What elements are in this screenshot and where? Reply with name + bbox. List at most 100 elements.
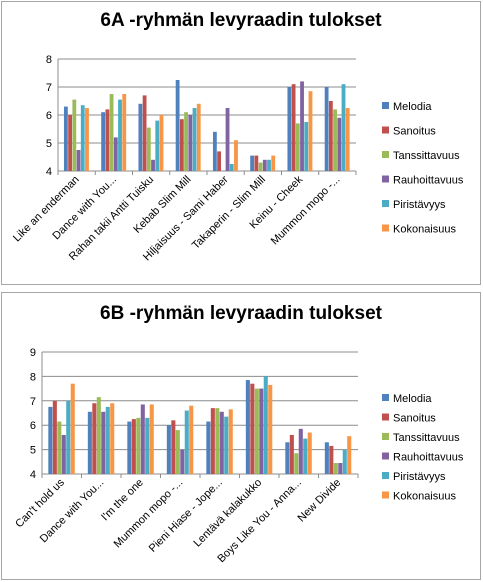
bar — [68, 115, 73, 171]
bar — [110, 403, 115, 474]
bar — [303, 438, 308, 474]
bar — [259, 388, 264, 474]
bar — [189, 405, 194, 474]
bar — [105, 406, 110, 474]
bar — [250, 383, 255, 474]
legend-label: Rauhoittavuus — [393, 452, 464, 464]
bar — [101, 112, 106, 171]
bar — [338, 463, 343, 474]
bar — [113, 137, 118, 171]
bar — [184, 410, 189, 474]
y-tick-label: 8 — [30, 371, 36, 383]
y-tick-label: 9 — [30, 347, 36, 359]
y-tick-label: 6 — [46, 110, 52, 122]
bar — [287, 87, 292, 171]
legend-label: Tanssittavuus — [393, 432, 460, 444]
legend-swatch — [382, 200, 389, 207]
chart-panel-6a: 6A -ryhmän levyraadin tulokset 4 5 6 7 8 Like… — [1, 1, 481, 285]
x-tick-label: New Divide — [296, 477, 344, 525]
bar — [80, 105, 85, 171]
legend-swatch — [382, 394, 389, 401]
bar — [219, 411, 224, 474]
bar — [179, 119, 184, 171]
legend-swatch — [382, 224, 389, 232]
bar — [63, 106, 68, 171]
bar — [329, 445, 334, 474]
x-tick-label: Dance with You... — [50, 174, 119, 243]
legend-label: Sanoitus — [393, 126, 436, 138]
legend-label: Kokonaisuus — [393, 491, 456, 503]
bar — [76, 150, 81, 171]
bar — [217, 151, 222, 171]
bar — [196, 103, 201, 171]
x-tick-label: Mummon mopo -... — [112, 477, 186, 551]
bar — [262, 159, 267, 171]
legend-swatch — [382, 452, 389, 460]
bar — [308, 91, 313, 171]
bar — [307, 432, 312, 474]
bar — [328, 101, 333, 171]
bar — [234, 140, 238, 171]
bar — [291, 84, 296, 171]
bar — [294, 453, 299, 474]
bar — [118, 99, 122, 171]
bar — [188, 115, 193, 171]
legend-swatch — [382, 472, 389, 479]
bar — [149, 404, 154, 474]
legend-label: Rauhoittavuus — [393, 175, 464, 187]
bar — [289, 434, 294, 474]
bar — [159, 115, 164, 171]
y-tick-label: 5 — [46, 138, 52, 150]
legend-label: Tanssittavuus — [393, 150, 460, 162]
bar — [254, 388, 259, 474]
bar — [304, 122, 309, 171]
bar — [341, 84, 346, 171]
bar — [72, 99, 77, 171]
bar — [337, 117, 342, 171]
bar — [145, 417, 150, 474]
bar — [295, 123, 300, 171]
bar — [101, 411, 106, 474]
bar — [206, 421, 211, 474]
bar — [66, 400, 71, 474]
bar — [245, 380, 250, 474]
bar — [267, 159, 271, 171]
bar — [333, 463, 338, 474]
bar — [171, 420, 176, 474]
bar — [263, 376, 268, 474]
bar — [224, 416, 229, 474]
chart-title: 6A -ryhmän levyraadin tulokset — [100, 10, 382, 31]
legend-swatch — [382, 491, 389, 499]
x-tick-label: Mummon mopo -... — [269, 174, 343, 248]
bar — [127, 421, 132, 474]
bar — [228, 409, 233, 474]
bar — [131, 419, 136, 474]
bar — [324, 87, 329, 171]
bar — [298, 428, 303, 474]
bar — [146, 127, 151, 171]
legend-swatch — [382, 175, 389, 183]
bar — [271, 155, 276, 171]
bar — [184, 112, 188, 171]
bar — [175, 80, 180, 171]
legend-swatch — [382, 126, 389, 134]
bar — [212, 131, 217, 171]
bar — [180, 449, 185, 474]
bar — [138, 103, 143, 171]
legend-label: Kokonaisuus — [393, 224, 456, 236]
legend-label: Melodia — [393, 101, 432, 113]
x-tick-label: Takaperin - Slim Mill — [190, 174, 268, 252]
bar — [166, 425, 171, 474]
bar — [61, 434, 66, 474]
bar — [225, 108, 230, 171]
bar — [229, 164, 234, 171]
bar — [333, 109, 337, 171]
legend-label: Piristävyys — [393, 199, 446, 211]
bar — [85, 108, 89, 171]
y-tick-label: 7 — [46, 82, 52, 94]
legend-label: Sanoitus — [393, 413, 436, 425]
bar — [324, 442, 329, 474]
bar — [258, 162, 263, 171]
